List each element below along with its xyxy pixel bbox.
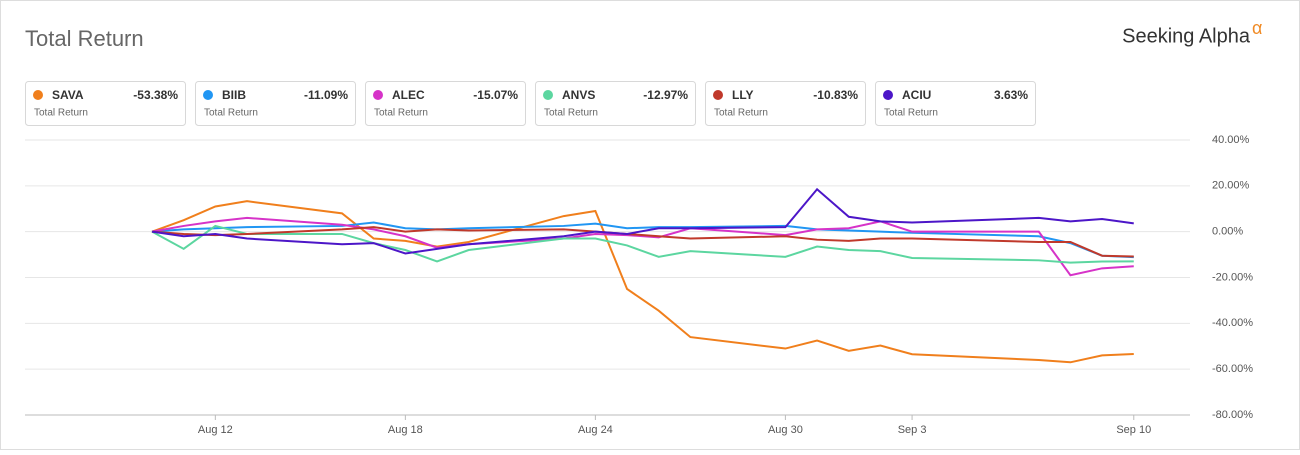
- legend-box: [195, 81, 356, 126]
- series-line: [151, 187, 1134, 255]
- legend-box: [365, 81, 526, 126]
- logo-mark: α: [1252, 18, 1262, 38]
- legend-value: -11.09%: [304, 88, 348, 102]
- legend-subtitle: Total Return: [34, 108, 88, 119]
- x-tick-label: Aug 12: [198, 424, 233, 436]
- legend-subtitle: Total Return: [374, 108, 428, 119]
- legend-value: 3.63%: [994, 88, 1028, 102]
- x-tick-label: Aug 18: [388, 424, 423, 436]
- y-tick-label: -60.00%: [1212, 363, 1253, 375]
- logo: Seeking Alpha: [1122, 25, 1251, 47]
- legend-name: ANVS: [562, 88, 595, 102]
- legend-name: BIIB: [222, 88, 246, 102]
- x-tick-label: Aug 30: [768, 424, 803, 436]
- chart-title: Total Return: [25, 26, 144, 51]
- series-line: [151, 200, 1134, 364]
- legend-value: -10.83%: [813, 88, 858, 102]
- y-tick-label: -80.00%: [1212, 409, 1253, 421]
- y-tick-label: 0.00%: [1212, 226, 1243, 238]
- legend-subtitle: Total Return: [204, 108, 258, 119]
- series-line: [151, 224, 1134, 264]
- legend-value: -15.07%: [473, 88, 518, 102]
- x-tick-label: Aug 24: [578, 424, 613, 436]
- legend-subtitle: Total Return: [884, 108, 938, 119]
- legend-dot: [373, 90, 383, 100]
- legend-value: -12.97%: [643, 88, 688, 102]
- x-tick-label: Sep 10: [1116, 424, 1151, 436]
- legend-dot: [713, 90, 723, 100]
- series-line: [151, 216, 1134, 277]
- legend-dot: [543, 90, 553, 100]
- legend-box: [25, 81, 186, 126]
- legend-dot: [883, 90, 893, 100]
- legend-dot: [33, 90, 43, 100]
- legend-box: [535, 81, 696, 126]
- y-tick-label: -20.00%: [1212, 271, 1253, 283]
- legend-name: LLY: [732, 88, 754, 102]
- legend-name: ACIU: [902, 88, 931, 102]
- legend-box: [875, 81, 1036, 126]
- series-line: [151, 221, 1134, 259]
- legend-value: -53.38%: [133, 88, 178, 102]
- legend-name: ALEC: [392, 88, 425, 102]
- y-tick-label: 40.00%: [1212, 134, 1250, 146]
- legend-subtitle: Total Return: [544, 108, 598, 119]
- legend-name: SAVA: [52, 88, 84, 102]
- legend-subtitle: Total Return: [714, 108, 768, 119]
- y-tick-label: 20.00%: [1212, 180, 1250, 192]
- legend-dot: [203, 90, 213, 100]
- legend-box: [705, 81, 866, 126]
- x-tick-label: Sep 3: [898, 424, 927, 436]
- y-tick-label: -40.00%: [1212, 317, 1253, 329]
